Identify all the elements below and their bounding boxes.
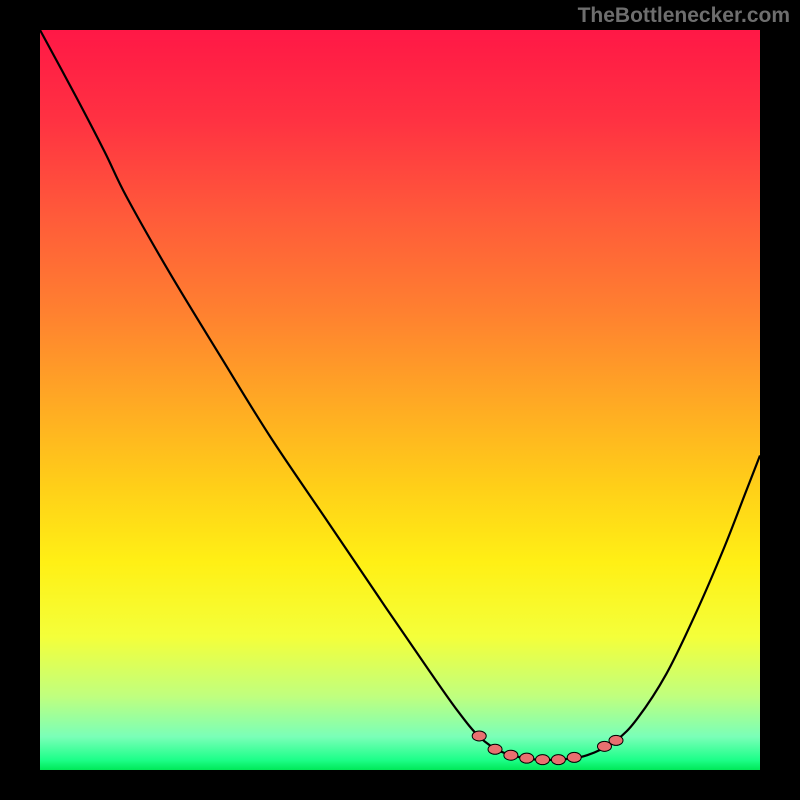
marker-point — [551, 755, 565, 765]
marker-point — [472, 731, 486, 741]
marker-point — [520, 753, 534, 763]
bottleneck-chart: TheBottlenecker.com — [0, 0, 800, 800]
optimal-markers — [472, 731, 623, 765]
marker-point — [567, 752, 581, 762]
curve-overlay — [40, 30, 760, 770]
marker-point — [536, 755, 550, 765]
watermark-text: TheBottlenecker.com — [578, 4, 790, 28]
bottleneck-curve — [40, 30, 760, 760]
marker-point — [504, 750, 518, 760]
marker-point — [609, 735, 623, 745]
marker-point — [488, 744, 502, 754]
plot-area — [40, 30, 760, 770]
